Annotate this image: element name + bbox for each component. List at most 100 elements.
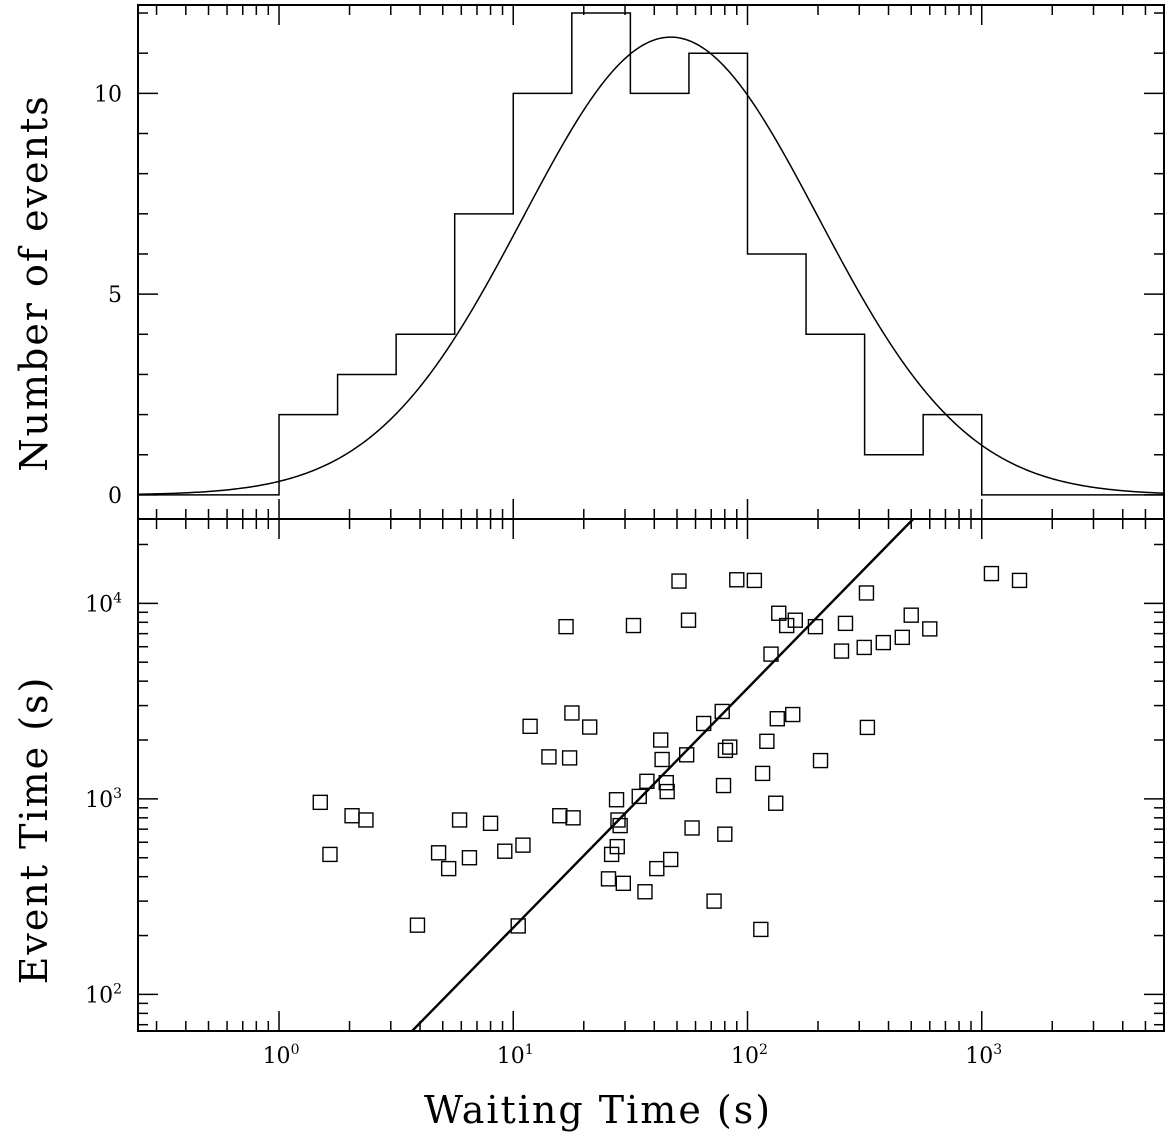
x-tick-label: 103 (965, 1042, 1002, 1069)
scatter-point (1011, 572, 1028, 589)
scatter-point (344, 808, 360, 824)
scatter-point (558, 618, 574, 635)
scatter-point (652, 732, 669, 748)
scatter-y-tick-labels: 102 103 104 (85, 590, 122, 1008)
scatter-point (610, 812, 626, 828)
lognormal-fit-curve (137, 36, 1165, 495)
scatter-point (894, 629, 910, 646)
scatter-point (625, 617, 642, 634)
histogram-ticks (138, 5, 1165, 519)
scatter-point (768, 795, 784, 811)
scatter-point (858, 585, 875, 601)
scatter-point (440, 860, 457, 877)
scatter-point (671, 573, 687, 589)
scatter-point (654, 751, 670, 768)
scatter-point (859, 719, 876, 736)
y-tick-label: 104 (85, 590, 122, 617)
scatter-point (856, 639, 872, 656)
scatter-point (769, 711, 785, 727)
scatter-point (903, 607, 919, 623)
scatter-point (778, 617, 795, 634)
x-tick-label: 100 (263, 1042, 300, 1069)
scatter-point (541, 749, 557, 765)
histogram-panel: 0 5 10 Number of events (12, 4, 1165, 520)
scatter-points (312, 565, 1028, 938)
scatter-point (662, 851, 679, 868)
scatter-point (609, 838, 625, 855)
scatter-point (659, 783, 675, 800)
scatter-point (771, 605, 787, 621)
scatter-point (922, 621, 938, 637)
scatter-point (565, 810, 581, 826)
scatter-point (746, 572, 763, 589)
x-axis-label: Waiting Time (s) (424, 1088, 772, 1132)
scatter-point (461, 850, 478, 866)
scatter-point (837, 615, 854, 632)
scatter-point (812, 752, 829, 769)
y-tick-label: 103 (85, 786, 122, 813)
scatter-point (875, 634, 892, 651)
scatter-point (482, 815, 499, 832)
scatter-frame (137, 518, 1165, 1032)
scatter-point (684, 820, 700, 836)
scatter-point (603, 846, 620, 863)
scatter-point (612, 817, 628, 834)
x-tick-labels: 100 101 102 103 (263, 1042, 1003, 1069)
scatter-point (322, 846, 338, 863)
scatter-y-axis-label: Event Time (s) (12, 676, 56, 985)
histogram-frame (137, 4, 1165, 520)
scatter-point (729, 572, 745, 588)
scatter-point (515, 837, 531, 853)
scatter-point (600, 871, 617, 887)
scatter-point (706, 893, 722, 909)
scatter-point (680, 612, 697, 628)
y-tick-label: 0 (108, 484, 122, 509)
scatter-point (451, 812, 468, 828)
scatter-point (678, 747, 695, 763)
scatter-point (717, 742, 734, 759)
scatter-point (695, 715, 712, 732)
histogram-y-tick-labels: 0 5 10 (94, 82, 122, 509)
scatter-point (759, 733, 775, 750)
scatter-point (715, 777, 732, 794)
scatter-point (717, 826, 733, 842)
scatter-point (631, 788, 647, 805)
scatter-point (564, 705, 580, 721)
x-tick-label: 102 (731, 1042, 768, 1069)
scatter-point (358, 812, 374, 828)
y-tick-label: 102 (85, 981, 122, 1008)
y-tick-label: 5 (108, 283, 122, 308)
scatter-point (714, 703, 730, 720)
scatter-point (753, 921, 769, 938)
scatter-point (983, 565, 1000, 582)
scatter-point (312, 794, 328, 811)
scatter-point (522, 718, 538, 735)
scatter-point (658, 774, 674, 791)
scatter-point (807, 618, 824, 635)
scatter-point (510, 918, 526, 934)
scatter-point (833, 643, 850, 659)
y-tick-label: 10 (94, 82, 122, 107)
scatter-point (754, 765, 771, 782)
scatter-panel: 102 103 104 100 101 102 103 Event Time (s) Wa… (12, 518, 1165, 1132)
histogram-y-axis-label: Number of events (12, 94, 56, 472)
scatter-point (785, 706, 801, 723)
scatter-point (430, 845, 447, 861)
x-tick-label: 101 (497, 1042, 534, 1069)
scatter-point (639, 773, 655, 790)
scatter-point (615, 875, 632, 892)
scatter-point (763, 646, 779, 662)
scatter-point (561, 750, 578, 766)
histogram-bars (138, 12, 1164, 496)
scatter-point (787, 612, 804, 628)
scatter-point (649, 860, 665, 877)
scatter-point (552, 808, 568, 824)
scatter-point (581, 719, 598, 735)
scatter-point (409, 917, 426, 933)
scatter-point (497, 843, 513, 859)
scatter-ticks (138, 519, 1165, 1031)
scatter-point (608, 792, 625, 808)
scatter-point (722, 739, 738, 755)
scatter-point (637, 884, 653, 900)
